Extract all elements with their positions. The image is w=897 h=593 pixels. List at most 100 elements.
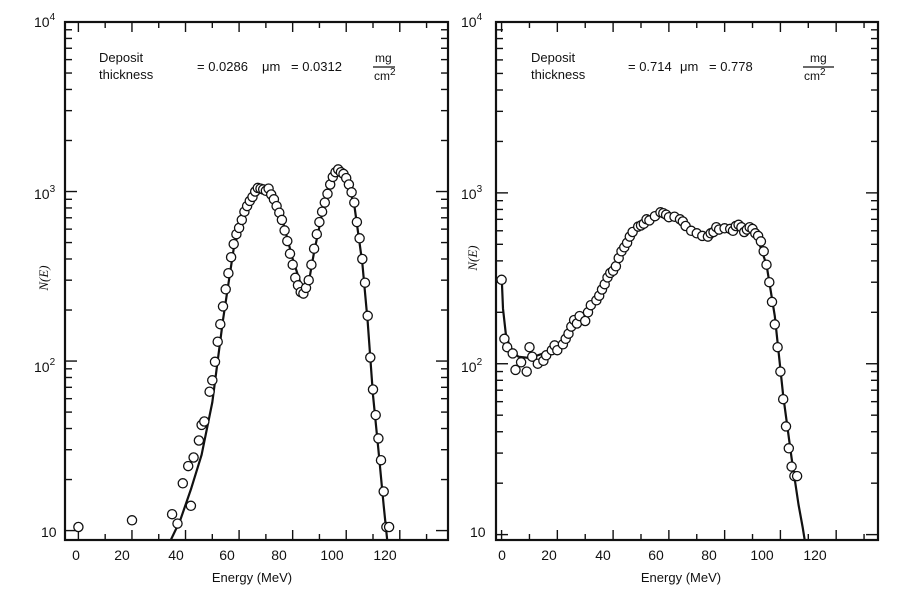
left-x-tick-label-120: 120 (373, 547, 397, 563)
left-data-point (349, 197, 360, 208)
right-data-point (510, 364, 521, 376)
right-data-point (775, 366, 786, 377)
left-data-point (182, 460, 194, 472)
right-data-point (764, 276, 775, 288)
right-annotation-eq1: = 0.714 (628, 59, 672, 74)
left-x-tick-label-20: 20 (114, 547, 130, 563)
left-data-point (359, 277, 371, 288)
left-x-axis-title: Energy (MeV) (212, 570, 292, 585)
left-data-point (370, 409, 381, 421)
right-data-point (780, 421, 792, 432)
left-data-point (314, 216, 325, 228)
left-data-point (209, 356, 221, 368)
left-x-tick-label-80: 80 (271, 547, 287, 563)
left-annotation-eq2: = 0.0312 (291, 59, 342, 74)
left-x-tick-label-40: 40 (168, 547, 184, 563)
right-data-point (772, 341, 783, 353)
right-x-tick-label-40: 40 (595, 547, 611, 563)
right-data-point (758, 246, 769, 257)
left-data-point (166, 508, 178, 520)
right-x-tick-label-60: 60 (648, 547, 664, 563)
left-data-point (319, 197, 331, 208)
left-data-point (188, 452, 199, 463)
left-annotation: Deposit thickness = 0.0286 μm = 0.0312 m… (99, 50, 396, 83)
left-data-point (351, 216, 363, 228)
left-data-point (284, 248, 296, 259)
right-y-tick-label-1e2: 102 (461, 357, 483, 375)
right-x-tick-label-120: 120 (803, 547, 827, 563)
left-data-point (308, 243, 320, 254)
left-data-point (217, 301, 229, 312)
left-data-point (228, 238, 239, 250)
right-data-point (766, 296, 778, 308)
right-annotation-line1: Deposit (531, 50, 575, 65)
right-tick-marks (496, 21, 878, 540)
right-data-point (524, 341, 535, 353)
left-annotation-num: mg (375, 51, 392, 65)
left-data-point (225, 251, 237, 263)
left-data-point (204, 386, 215, 397)
left-annotation-den: cm2 (374, 67, 396, 83)
left-data-point (212, 336, 223, 347)
right-x-tick-label-80: 80 (701, 547, 717, 563)
left-data-point (199, 416, 210, 427)
left-data-point (207, 375, 218, 386)
right-data-point (579, 315, 591, 327)
left-data-point (357, 253, 368, 265)
right-annotation-line2: thickness (531, 67, 586, 82)
left-data-point (365, 352, 376, 363)
right-annotation-eq2: = 0.778 (709, 59, 753, 74)
left-y-tick-label-1e1: 10 (41, 524, 57, 540)
left-data-point (316, 206, 328, 217)
right-y-tick-label-1e3: 103 (461, 184, 483, 202)
left-data-point (172, 518, 183, 529)
left-data-point (306, 259, 317, 270)
left-plot-frame (63, 20, 450, 542)
right-data-point (783, 443, 795, 454)
left-chart-panel: 104 103 102 10 0 20 40 60 80 100 120 Ene… (34, 12, 450, 585)
left-data-point (303, 274, 314, 286)
right-data-point (496, 274, 507, 286)
left-annotation-line2: thickness (99, 67, 154, 82)
left-x-tick-label-100: 100 (320, 547, 344, 563)
left-data-point (215, 318, 226, 330)
left-y-tick-label-1e4: 104 (34, 12, 56, 30)
left-data-point (383, 521, 395, 533)
right-x-axis-title: Energy (MeV) (641, 570, 721, 585)
left-data-point (378, 486, 389, 497)
left-data-point (126, 515, 138, 526)
left-data-point (311, 228, 323, 240)
right-data-point (526, 351, 538, 362)
left-data-points (73, 164, 395, 533)
right-data-point (786, 461, 797, 472)
left-data-point (220, 284, 231, 295)
right-data-point (515, 357, 527, 368)
left-data-point (279, 225, 290, 236)
left-data-point (322, 188, 333, 200)
right-annotation-den: cm2 (804, 67, 826, 83)
right-fit-curve-group (500, 213, 806, 541)
right-x-tick-label-0: 0 (498, 547, 506, 563)
right-annotation-mu: μm (680, 59, 698, 74)
right-y-axis-title: N(E) (465, 245, 480, 271)
left-data-point (346, 187, 357, 198)
right-data-point (769, 319, 781, 330)
left-tick-marks (65, 21, 448, 540)
right-data-point (755, 236, 767, 247)
left-y-axis-title: N(E) (36, 265, 51, 291)
left-x-tick-label-60: 60 (219, 547, 235, 563)
right-fit-curve (500, 213, 806, 541)
left-annotation-mu: μm (262, 59, 280, 74)
right-y-tick-label-1e4: 104 (461, 12, 483, 30)
left-annotation-eq1: = 0.0286 (197, 59, 248, 74)
left-data-point (362, 310, 373, 322)
right-data-point (761, 259, 772, 270)
left-data-point (373, 433, 384, 444)
left-data-point (287, 259, 298, 270)
right-x-tick-label-20: 20 (541, 547, 557, 563)
right-data-points (496, 207, 803, 482)
left-y-tick-label-1e2: 102 (34, 357, 56, 375)
right-data-point (777, 393, 789, 405)
left-x-tick-label-0: 0 (72, 547, 80, 563)
